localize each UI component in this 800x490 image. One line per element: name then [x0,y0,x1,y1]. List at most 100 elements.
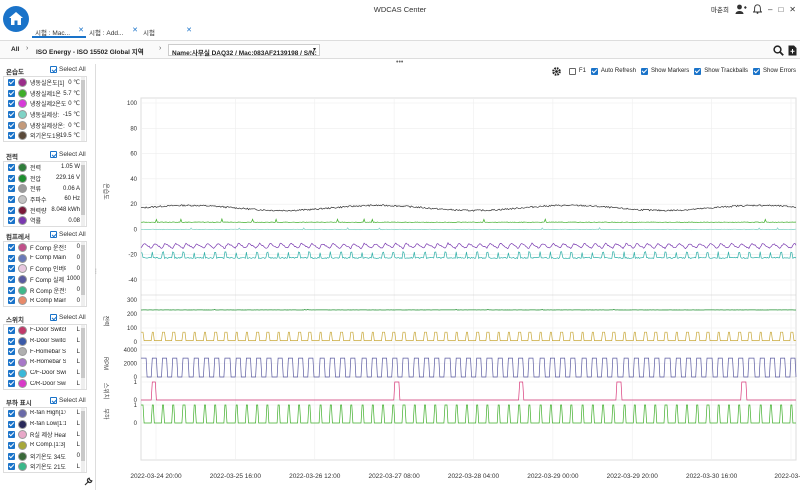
series-color-swatch[interactable] [18,205,27,215]
item-checkbox[interactable] [8,185,15,193]
series-color-swatch[interactable] [18,173,27,183]
select-all[interactable]: Select All [50,66,86,73]
list-item[interactable]: R Comp.[1:3] L [4,440,86,451]
series-color-swatch[interactable] [18,88,27,98]
tab-mac[interactable]: 시험 : Mac... ✕ [32,24,86,38]
select-all-checkbox[interactable] [50,397,57,404]
tab-add[interactable]: 시험 : Add... ✕ [86,24,140,38]
list-item[interactable]: 전력 1.05 W [4,162,86,173]
item-checkbox[interactable] [8,369,15,377]
list-item[interactable]: 냉장실제1온 5.7 ℃ [4,88,86,99]
auto-refresh-checkbox[interactable] [590,67,598,75]
list-item[interactable]: R실 제상 Heater L [4,429,86,440]
wrench-icon[interactable] [84,477,93,486]
list-item[interactable]: 냉장실제상온: 0 ℃ [4,120,86,131]
item-checkbox[interactable] [8,275,15,283]
show-errors-checkbox[interactable] [752,67,760,75]
list-item[interactable]: R-fan High[1:0] L [4,408,86,419]
list-item[interactable]: 주파수 60 Hz [4,194,86,205]
series-color-swatch[interactable] [18,379,27,389]
item-checkbox[interactable] [8,254,15,262]
series-color-swatch[interactable] [18,120,27,130]
scrollbar-thumb[interactable] [81,328,85,379]
item-checkbox[interactable] [8,265,15,273]
minimize-button[interactable]: – [768,4,773,14]
select-all-checkbox[interactable] [50,151,57,158]
series-color-swatch[interactable] [18,419,27,429]
bell-icon[interactable] [753,4,762,14]
splitter-handle[interactable]: ••• [396,59,404,66]
list-item[interactable]: 전력량 8.048 kWh [4,205,86,216]
series-color-swatch[interactable] [18,368,27,378]
list-item[interactable]: C/R-Door Switch[L [4,378,86,389]
item-checkbox[interactable] [8,337,15,345]
breadcrumb-all[interactable]: All [11,46,20,53]
select-all[interactable]: Select All [50,231,86,238]
select-all-checkbox[interactable] [50,314,57,321]
series-color-swatch[interactable] [18,184,27,194]
item-checkbox[interactable] [8,297,15,305]
item-checkbox[interactable] [8,110,15,118]
list-item[interactable]: 냉동실온도[1] 0 ℃ [4,77,86,88]
list-item[interactable]: F-Homebar Switc L [4,346,86,357]
select-all[interactable]: Select All [50,151,86,158]
scrollbar-thumb[interactable] [81,411,85,462]
series-color-swatch[interactable] [18,357,27,367]
series-color-swatch[interactable] [18,408,27,418]
item-checkbox[interactable] [8,431,15,439]
list-item[interactable]: F Comp 인버터: 0 [4,263,86,274]
item-checkbox[interactable] [8,195,15,203]
search-icon[interactable] [773,45,784,56]
series-color-swatch[interactable] [18,274,27,284]
item-checkbox[interactable] [8,89,15,97]
item-checkbox[interactable] [8,420,15,428]
device-select[interactable]: Name:사무실 DAQ32 / Mac:083AF2139198 / S/N:… [168,44,320,57]
select-all[interactable]: Select All [50,314,86,321]
series-color-swatch[interactable] [18,216,27,226]
item-checkbox[interactable] [8,217,15,225]
item-checkbox[interactable] [8,286,15,294]
user-settings-icon[interactable] [735,4,747,14]
series-color-swatch[interactable] [18,451,27,461]
gear-icon[interactable] [551,66,562,77]
list-item[interactable]: R-Homebar Switc L [4,357,86,368]
list-item[interactable]: C/F-Door Switch[L [4,368,86,379]
f1-checkbox[interactable] [568,67,576,75]
list-item[interactable]: 전압 229.16 V [4,173,86,184]
close-icon[interactable]: ✕ [132,27,138,34]
list-item[interactable]: F Comp Main Rl 0 [4,253,86,264]
list-item[interactable]: 외기온도1용 19.5 ℃ [4,130,86,141]
list-item[interactable]: F Comp 실제 1000 [4,274,86,285]
scrollbar-thumb[interactable] [81,80,85,131]
series-color-swatch[interactable] [18,347,27,357]
item-checkbox[interactable] [8,463,15,471]
item-checkbox[interactable] [8,206,15,214]
time-series-chart[interactable]: 2022-03-24 20:00 2022-03-25 16:00 2022-03-… [96,80,800,490]
scrollbar[interactable] [81,162,85,227]
series-color-swatch[interactable] [18,77,27,87]
list-item[interactable]: 외기온도 34도 0 [4,451,86,462]
item-checkbox[interactable] [8,78,15,86]
select-all-checkbox[interactable] [50,231,57,238]
list-item[interactable]: 냉동실제상: -15 ℃ [4,109,86,120]
list-item[interactable]: R Comp Main Rl 0 [4,295,86,306]
sidebar-resize-handle[interactable]: ⋮ [93,269,99,275]
home-button[interactable] [3,6,29,32]
series-color-swatch[interactable] [18,296,27,306]
list-item[interactable]: 역률 0.08 [4,215,86,226]
series-color-swatch[interactable] [18,440,27,450]
item-checkbox[interactable] [8,326,15,334]
series-color-swatch[interactable] [18,462,27,472]
item-checkbox[interactable] [8,380,15,388]
export-icon[interactable] [788,45,797,56]
series-color-swatch[interactable] [18,325,27,335]
series-color-swatch[interactable] [18,264,27,274]
list-item[interactable]: 전류 0.06 A [4,183,86,194]
scrollbar[interactable] [81,77,85,142]
scrollbar-thumb[interactable] [81,245,85,296]
list-item[interactable]: F-Door Switch[L [4,325,86,336]
scrollbar[interactable] [81,325,85,390]
list-item[interactable]: R-fan Low[1:1] L [4,419,86,430]
show-trackballs-checkbox[interactable] [694,67,702,75]
item-checkbox[interactable] [8,100,15,108]
